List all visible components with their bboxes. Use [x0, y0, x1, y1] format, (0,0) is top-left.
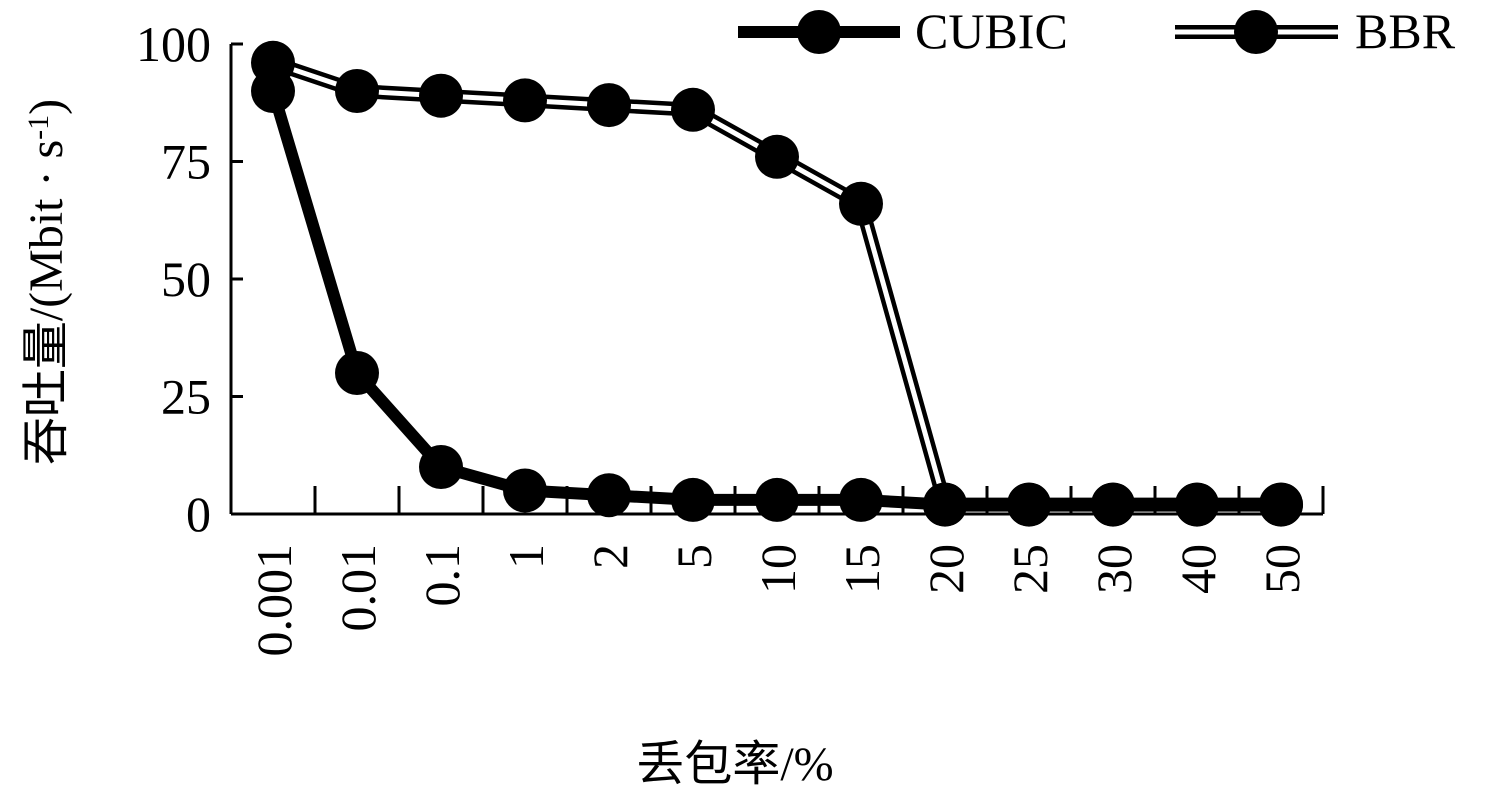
data-point [587, 83, 631, 128]
legend: CUBIC BBR [738, 3, 1456, 59]
series-bbr [251, 40, 1303, 527]
data-point [1007, 482, 1051, 527]
series-line-outer [270, 56, 1281, 512]
legend-item-bbr: BBR [1175, 3, 1456, 59]
x-tick-label: 50 [1254, 544, 1310, 594]
y-tick-label: 75 [161, 134, 211, 190]
x-tick-label: 2 [582, 544, 638, 569]
x-tick-label: 15 [834, 544, 890, 594]
x-tick-label: 0.01 [330, 544, 386, 632]
data-point [671, 87, 715, 132]
x-tick-label: 30 [1086, 544, 1142, 594]
legend-marker [1234, 10, 1278, 54]
data-point [671, 477, 715, 522]
x-tick-label: 25 [1002, 544, 1058, 594]
x-tick-label: 1 [498, 544, 554, 569]
data-point [1259, 482, 1303, 527]
y-tick-label: 50 [161, 251, 211, 307]
data-point [251, 69, 295, 113]
data-point [419, 445, 463, 489]
y-tick-label: 0 [186, 486, 211, 542]
data-point [335, 351, 379, 395]
data-point [503, 468, 547, 513]
series-line-inner [272, 60, 1281, 508]
data-point [839, 477, 883, 522]
y-tick-label: 25 [161, 369, 211, 425]
legend-marker [797, 10, 841, 54]
series-layer [251, 40, 1303, 527]
data-point [1091, 482, 1135, 527]
x-tick-label: 40 [1170, 544, 1226, 594]
x-axis-label: 丢包率/% [636, 738, 833, 791]
data-point [503, 78, 547, 123]
series-cubic [251, 69, 1303, 527]
x-tick-label: 20 [918, 544, 974, 594]
data-point [335, 69, 379, 113]
data-point [587, 473, 631, 518]
data-point [1175, 482, 1219, 527]
x-tick-label: 5 [666, 544, 722, 569]
legend-label: BBR [1355, 3, 1456, 59]
y-axis-label: 吞吐量/(Mbit · s-1) [20, 99, 73, 465]
data-point [755, 477, 799, 522]
x-tick-label: 0.001 [246, 544, 302, 657]
data-point [755, 134, 799, 179]
data-point [419, 73, 463, 118]
x-tick-label: 10 [750, 544, 806, 594]
data-point [923, 482, 967, 527]
y-tick-label: 100 [136, 16, 211, 72]
legend-label: CUBIC [915, 3, 1068, 59]
data-point [839, 181, 883, 226]
x-tick-label: 0.1 [414, 544, 470, 607]
legend-item-cubic: CUBIC [738, 3, 1068, 59]
